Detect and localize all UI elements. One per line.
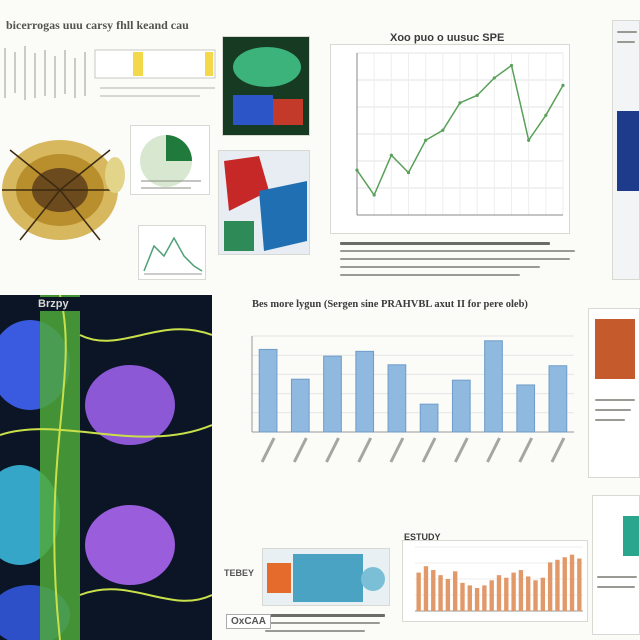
bottom-figure bbox=[262, 548, 390, 606]
tick-label-placeholder bbox=[325, 437, 340, 463]
small-caption: TEBEY bbox=[224, 568, 255, 578]
bar bbox=[540, 577, 546, 611]
painting-thumbnail-2 bbox=[218, 150, 310, 255]
bar bbox=[533, 580, 538, 611]
data-point bbox=[424, 138, 428, 142]
bar bbox=[516, 384, 536, 433]
tick-label-placeholder bbox=[550, 437, 566, 463]
right-strip-mid bbox=[588, 308, 640, 478]
bottom-left-tag: OxCAA bbox=[226, 614, 272, 629]
bar bbox=[452, 571, 458, 611]
painting-thumbnail-1 bbox=[222, 36, 310, 136]
specimen-panel bbox=[130, 125, 210, 195]
bar bbox=[438, 575, 443, 611]
bottom-chart-title: ESTUDY bbox=[404, 532, 441, 542]
bar bbox=[489, 580, 494, 611]
fluorescence-label: Brzpy bbox=[38, 298, 69, 310]
tick-label-placeholder bbox=[453, 437, 469, 463]
data-point bbox=[475, 93, 479, 97]
bar bbox=[511, 572, 516, 611]
tick-label-placeholder bbox=[389, 437, 405, 463]
right-strip-top bbox=[612, 20, 640, 280]
bar bbox=[474, 587, 480, 611]
bar bbox=[423, 566, 429, 611]
line-chart-caption bbox=[340, 240, 580, 280]
bar bbox=[526, 576, 531, 611]
tick-label-placeholder bbox=[486, 437, 501, 463]
bar bbox=[548, 365, 568, 433]
bar-chart-panel bbox=[228, 330, 578, 480]
mini-line-chart bbox=[138, 225, 206, 280]
bar bbox=[387, 364, 407, 433]
bar bbox=[419, 403, 439, 433]
bar bbox=[496, 575, 502, 611]
bar bbox=[547, 562, 553, 611]
bar bbox=[258, 348, 278, 433]
tick-label-placeholder bbox=[292, 437, 308, 463]
data-point bbox=[406, 171, 411, 175]
data-point bbox=[372, 193, 376, 197]
tick-label-placeholder bbox=[421, 437, 437, 463]
bar bbox=[482, 585, 487, 611]
bar bbox=[323, 355, 342, 433]
bar bbox=[504, 577, 509, 611]
right-strip-bottom bbox=[592, 495, 640, 635]
tick-label-placeholder bbox=[260, 437, 276, 463]
bar bbox=[355, 350, 375, 433]
bar bbox=[569, 554, 575, 611]
bar bbox=[577, 558, 582, 611]
data-point bbox=[389, 153, 393, 157]
data-point bbox=[458, 101, 462, 105]
page-title: bicerrogas uuu carsy fhll keand cau bbox=[6, 18, 189, 32]
bar bbox=[445, 579, 451, 611]
bar-chart-title: Bes more lygun (Sergen sine PRAHVBL axut… bbox=[252, 299, 528, 310]
bar bbox=[484, 340, 503, 433]
fluorescence-image bbox=[0, 295, 212, 640]
line-chart-panel bbox=[330, 44, 570, 234]
bar bbox=[290, 378, 310, 433]
data-point bbox=[492, 76, 496, 80]
bar bbox=[518, 570, 524, 611]
tick-label-placeholder bbox=[357, 437, 373, 463]
bottom-figure-caption bbox=[265, 612, 390, 638]
tick-label-placeholder bbox=[518, 437, 534, 463]
bar bbox=[431, 570, 436, 611]
bar bbox=[467, 585, 472, 611]
line-chart-title: Xoo puo o uusuc SPE bbox=[390, 32, 505, 44]
bottom-chart-panel bbox=[402, 540, 588, 622]
bar bbox=[451, 379, 471, 433]
data-point bbox=[509, 63, 514, 68]
data-point bbox=[355, 168, 359, 172]
data-point bbox=[441, 128, 445, 132]
data-point bbox=[561, 83, 565, 87]
data-point bbox=[544, 113, 548, 117]
data-point bbox=[527, 138, 531, 142]
bar bbox=[416, 572, 421, 611]
bar bbox=[460, 582, 465, 611]
insect-illustration bbox=[0, 130, 130, 250]
bar bbox=[555, 559, 560, 611]
bar bbox=[562, 557, 567, 611]
header-decor bbox=[0, 38, 220, 108]
